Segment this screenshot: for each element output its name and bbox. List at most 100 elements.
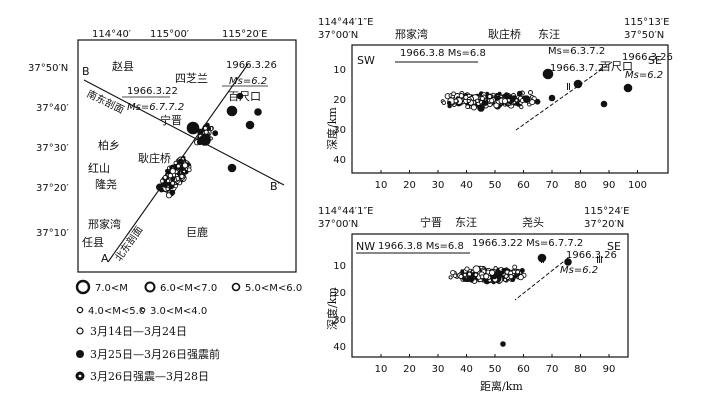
place-hongshan: 红山 bbox=[88, 162, 110, 175]
map-epicenter bbox=[159, 178, 165, 184]
place-baichikou: 百尺口 bbox=[228, 90, 261, 103]
top-dir-right: SE bbox=[648, 54, 662, 67]
legend-mag6: 6.0<M<7.0 bbox=[160, 283, 217, 294]
top-x-tick: 80 bbox=[574, 180, 587, 191]
bottom-hypocenter bbox=[512, 264, 518, 270]
top-left-coord-2: 37°00′N bbox=[318, 30, 358, 41]
top-x-tick: 30 bbox=[432, 180, 445, 191]
bottom-hypocenter bbox=[462, 272, 468, 278]
top-hypocenter bbox=[458, 93, 465, 99]
map-epicenter bbox=[170, 176, 176, 182]
legend-mag6-symbol bbox=[144, 281, 156, 293]
bottom-x-tick: 90 bbox=[603, 364, 616, 375]
bottom-ann-2: 1966.3.22 Ms=6.7.7.2 bbox=[472, 238, 583, 249]
top-y-tick: 20 bbox=[333, 95, 346, 106]
place-zhaoxian: 赵县 bbox=[112, 59, 134, 73]
place-gengzhuangqiao: 耿庄桥 bbox=[138, 151, 171, 165]
map-lat-5: 37°10′ bbox=[36, 228, 69, 239]
bottom-y-tick: 30 bbox=[333, 315, 346, 326]
bottom-hypocenter bbox=[483, 273, 490, 280]
bottom-hypocenter bbox=[473, 272, 479, 277]
bottom-main-shock bbox=[537, 253, 547, 263]
top-hypocenter bbox=[477, 104, 485, 112]
map-eq1-mag: Ms=6.2 bbox=[229, 76, 267, 87]
map-corner-b: B bbox=[82, 65, 90, 78]
place-julu: 巨鹿 bbox=[186, 225, 208, 239]
legend-mag3-symbol bbox=[140, 307, 146, 313]
place-sizhilan: 四芝兰 bbox=[175, 72, 208, 85]
legend-mag4-symbol bbox=[76, 306, 84, 314]
top-ann-1: 1966.3.8 Ms=6.8 bbox=[400, 48, 486, 59]
top-hypocenter bbox=[466, 98, 471, 104]
bottom-hypocenter bbox=[493, 266, 498, 271]
top-hypocenter bbox=[501, 98, 508, 105]
top-hypocenter bbox=[470, 104, 477, 111]
top-hypocenters bbox=[440, 68, 633, 112]
legend-mag3: 3.0<M<4.0 bbox=[150, 306, 207, 317]
legend-time2: 3月25日—3月26日强震前 bbox=[90, 347, 220, 361]
top-frame bbox=[351, 44, 669, 174]
top-place-2: 耿庄桥 bbox=[488, 27, 521, 41]
legend-mag7: 7.0<M bbox=[95, 283, 128, 294]
bottom-y-label: 深度/km bbox=[325, 287, 339, 330]
bottom-hypocenter bbox=[448, 275, 453, 280]
top-hypocenter bbox=[451, 91, 456, 97]
top-hypocenter bbox=[465, 104, 470, 110]
map-epicenter bbox=[165, 178, 171, 184]
bottom-ann-4: Ms=6.2 bbox=[560, 265, 598, 276]
legend-mag4: 4.0<M<5.0 bbox=[88, 306, 145, 317]
bottom-hypocenter bbox=[450, 269, 456, 276]
top-ann-3: 1966.3.7.2 bbox=[550, 63, 604, 74]
bottom-y-tick: 10 bbox=[333, 261, 346, 272]
bottom-x-tick: 80 bbox=[574, 364, 587, 375]
map-epicenter bbox=[203, 125, 208, 131]
map-eq2-mag: Ms=6.7.7.2 bbox=[127, 102, 184, 113]
bottom-x-tick: 20 bbox=[403, 364, 416, 375]
bottom-hypocenter bbox=[452, 273, 458, 278]
bottom-roman-2: Ⅲ bbox=[596, 255, 603, 266]
bottom-frame bbox=[351, 233, 629, 358]
top-hypocenter bbox=[497, 91, 502, 96]
bottom-x-tick: 10 bbox=[375, 364, 388, 375]
bottom-y-tick: 20 bbox=[333, 288, 346, 299]
top-hypocenter bbox=[453, 98, 459, 104]
bottom-hypocenter bbox=[472, 265, 481, 274]
top-profile: 114°44′1″E 37°00′N 115°13′E 37°50′N 邢家湾 … bbox=[318, 17, 673, 191]
map-main-shock bbox=[199, 134, 211, 146]
top-hypocenter bbox=[529, 99, 536, 106]
bottom-x-tick: 40 bbox=[460, 364, 473, 375]
map-lon-1: 114°40′ bbox=[92, 29, 132, 40]
top-place-3: 东汪 bbox=[538, 28, 560, 41]
bottom-x-tick: 70 bbox=[546, 364, 559, 375]
map-epicenter bbox=[179, 173, 185, 179]
legend-mag5-symbol bbox=[231, 282, 241, 292]
bottom-hypocenter bbox=[464, 266, 470, 272]
top-hypocenter bbox=[487, 94, 493, 99]
place-ningjin: 宁晋 bbox=[160, 113, 182, 127]
top-left-coord-1: 114°44′1″E bbox=[318, 17, 374, 28]
top-hypocenter bbox=[489, 98, 495, 104]
bottom-hypocenter bbox=[517, 274, 524, 281]
top-x-tick: 70 bbox=[546, 180, 559, 191]
bottom-place-3: 尧头 bbox=[522, 216, 544, 229]
bottom-x-tick: 30 bbox=[432, 364, 445, 375]
bottom-y-tick: 40 bbox=[333, 342, 346, 353]
legend-time1-symbol bbox=[76, 327, 84, 335]
top-hypocenter bbox=[519, 104, 524, 110]
top-main-shock bbox=[548, 94, 556, 102]
map-epicenter bbox=[182, 162, 189, 169]
map-main-shock bbox=[227, 163, 237, 173]
bottom-dir-left: NW bbox=[356, 240, 375, 253]
map-epicenter bbox=[169, 168, 176, 175]
map-epicenter bbox=[177, 158, 184, 165]
top-hypocenter bbox=[528, 90, 533, 95]
map-epicenters bbox=[156, 92, 262, 199]
bottom-x-tick: 50 bbox=[489, 364, 502, 375]
top-x-tick: 100 bbox=[628, 180, 647, 191]
bottom-hypocenter bbox=[460, 269, 465, 274]
bottom-hypocenter bbox=[519, 267, 525, 273]
top-x-tick: 60 bbox=[517, 180, 530, 191]
map-lat-3: 37°30′ bbox=[36, 143, 69, 154]
map-lon-3: 115°20′E bbox=[222, 29, 267, 40]
